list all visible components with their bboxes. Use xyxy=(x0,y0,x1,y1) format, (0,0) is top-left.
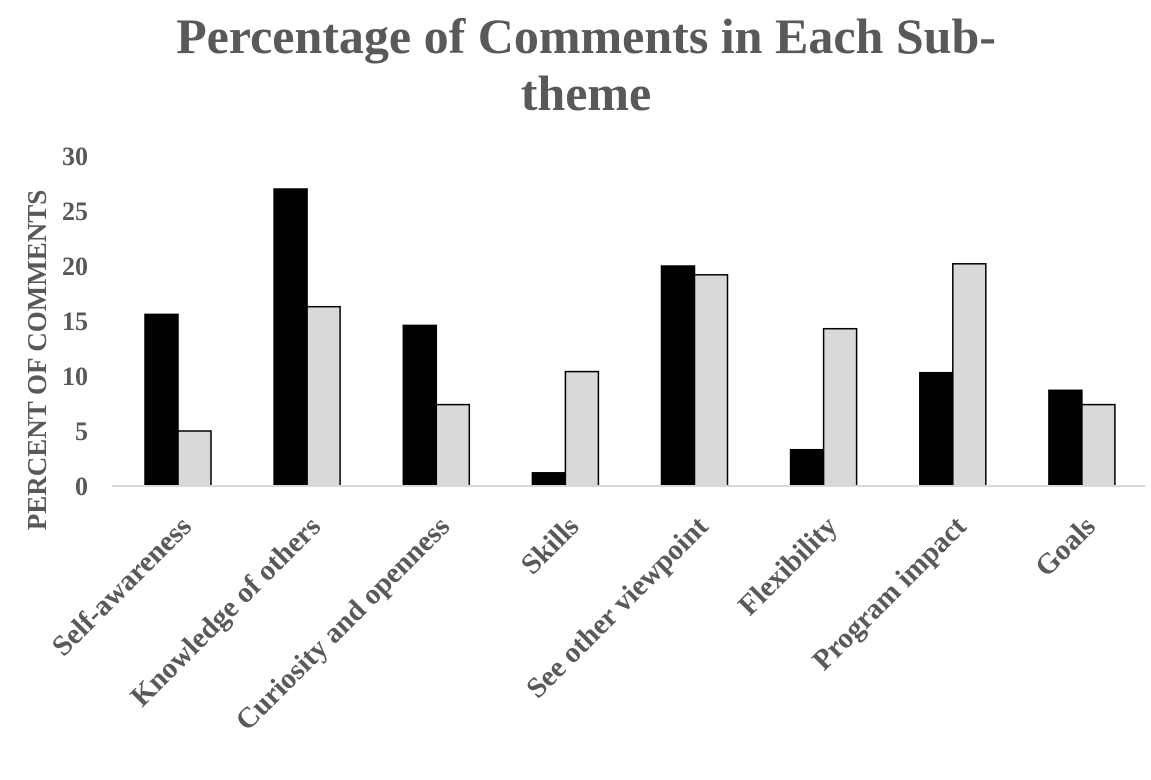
y-tick-label: 10 xyxy=(62,362,88,391)
bar-series-2 xyxy=(1081,403,1116,487)
bar-series-1 xyxy=(919,371,954,487)
chart-title-line-1: Percentage of Comments in Each Sub- xyxy=(176,8,996,64)
chart-title: Percentage of Comments in Each Sub- them… xyxy=(176,8,996,121)
x-category-label: Flexibility xyxy=(732,510,844,622)
bar-series-2 xyxy=(435,403,471,487)
bar-series-2 xyxy=(306,305,341,487)
y-tick-label: 20 xyxy=(62,252,88,281)
y-axis-ticks: 0 5 10 15 20 25 30 xyxy=(62,142,88,501)
y-tick-label: 0 xyxy=(75,472,88,501)
bar-series-1 xyxy=(402,324,438,487)
bar-series-1 xyxy=(1048,389,1083,487)
bar-series-1 xyxy=(660,265,696,487)
y-tick-label: 30 xyxy=(62,142,88,171)
y-axis-label: PERCENT OF COMMENTS xyxy=(22,190,52,531)
bar-series-1 xyxy=(531,472,567,487)
chart-title-line-2: theme xyxy=(521,65,652,121)
bar-series-1 xyxy=(273,188,308,487)
x-category-label: Goals xyxy=(1029,510,1102,583)
bar-series-2 xyxy=(822,327,858,487)
bar-series-2 xyxy=(177,430,212,487)
x-category-label: Skills xyxy=(515,510,586,581)
y-tick-label: 15 xyxy=(62,307,88,336)
bar-series-2 xyxy=(693,274,729,487)
y-tick-label: 5 xyxy=(75,417,88,446)
bar-series-1 xyxy=(789,448,825,487)
bar-series-2 xyxy=(952,263,987,487)
bar-series-1 xyxy=(144,313,179,487)
x-category-label: Curiosity and openness xyxy=(230,510,457,737)
bar-series-2 xyxy=(564,370,600,487)
bars xyxy=(144,188,1116,487)
y-tick-label: 25 xyxy=(62,197,88,226)
